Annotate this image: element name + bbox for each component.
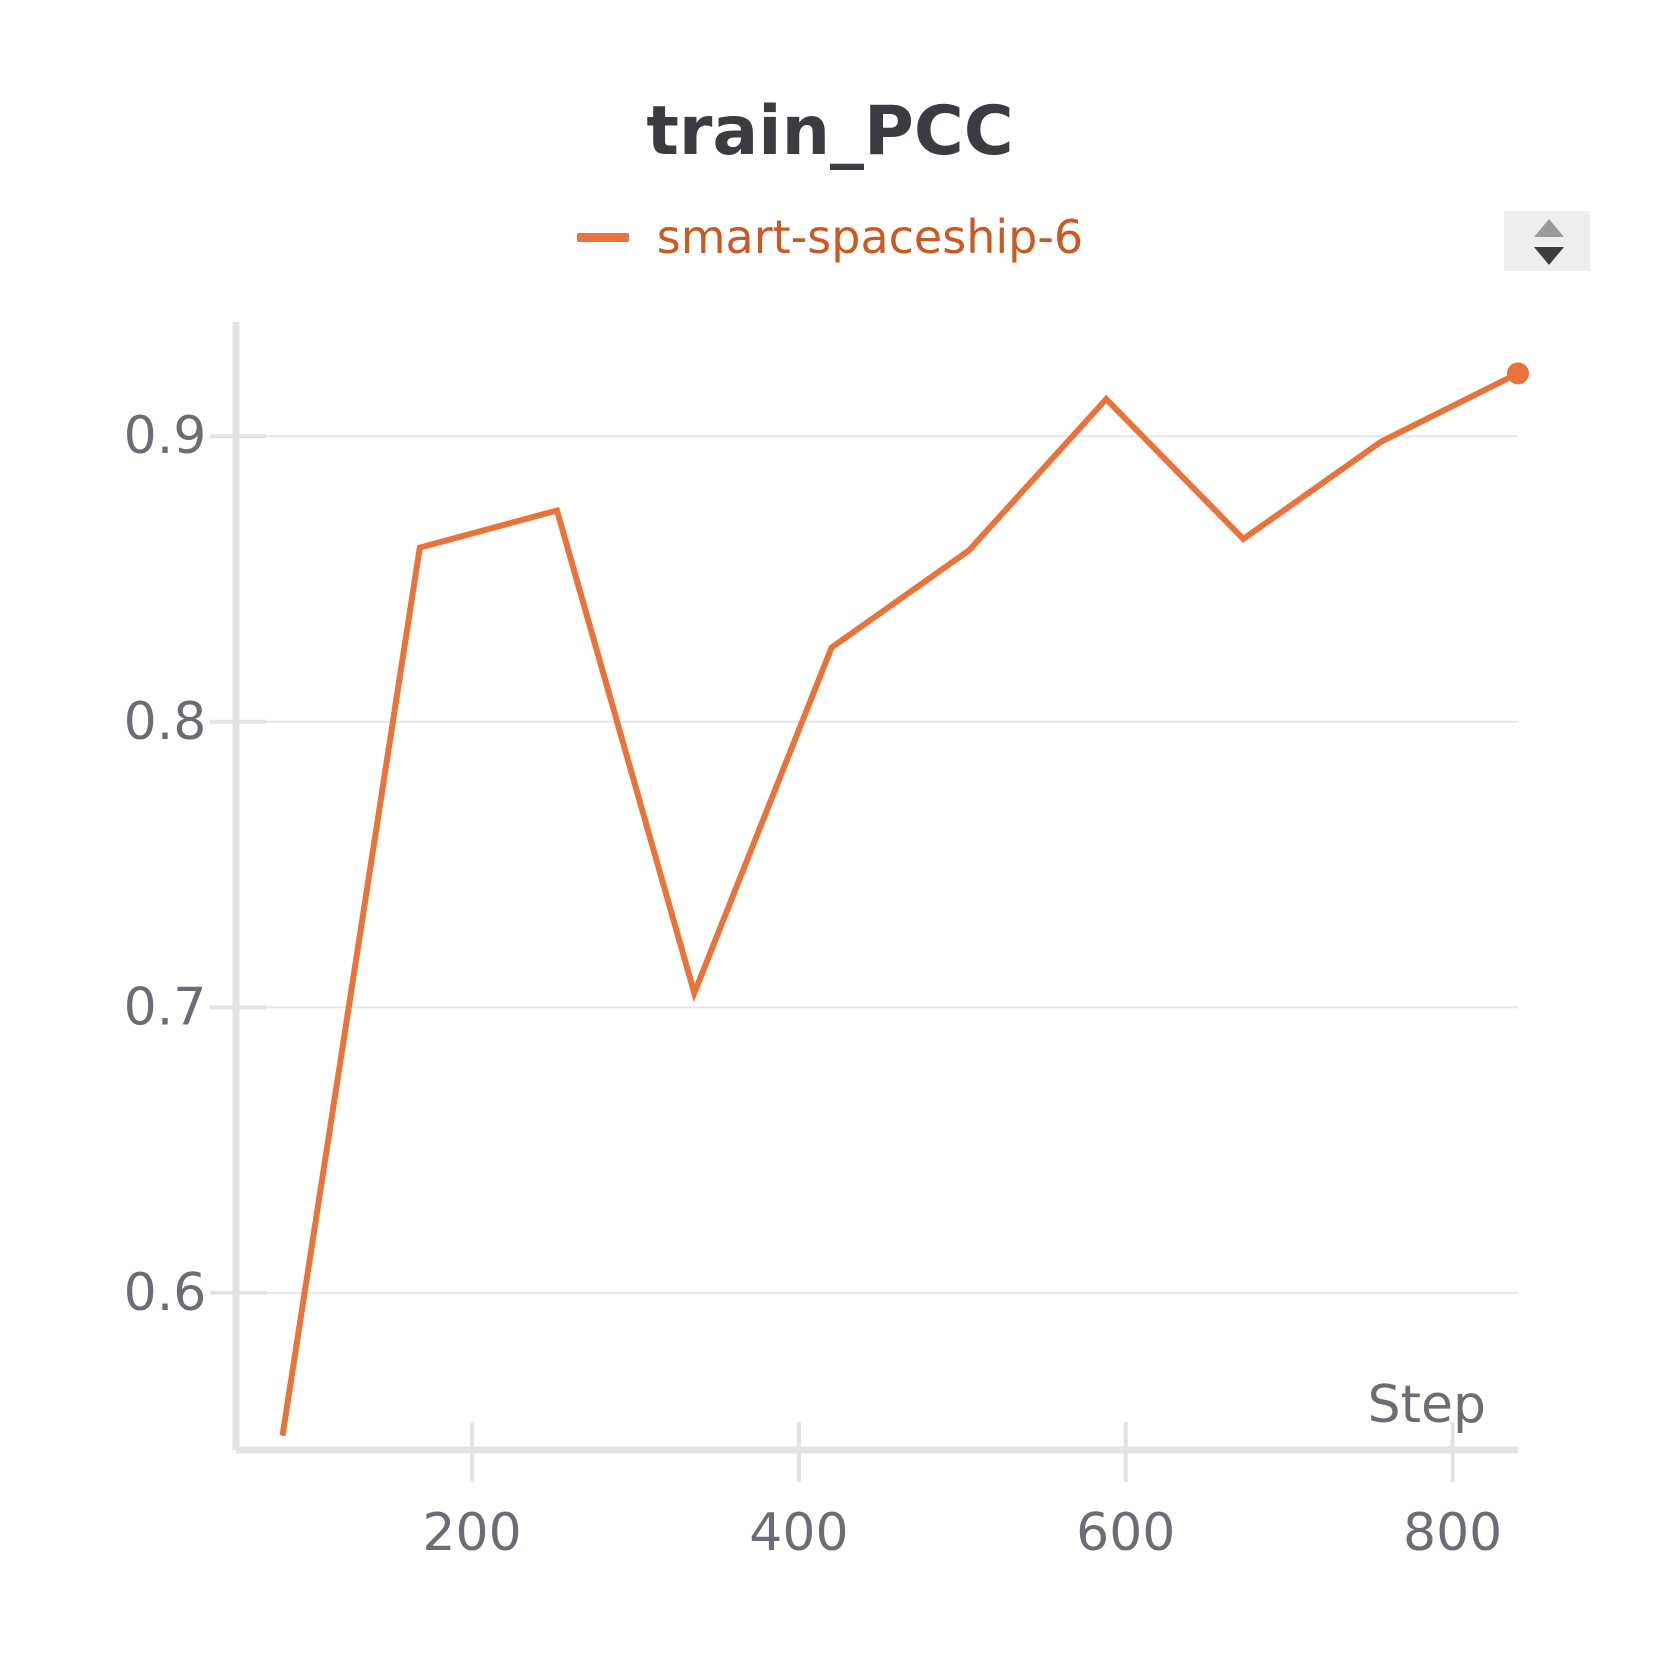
x-tick-label: 400 — [749, 1503, 848, 1563]
legend-scroll-button[interactable] — [1504, 211, 1590, 271]
scroll-up-icon[interactable] — [1534, 219, 1564, 237]
x-tick-label: 600 — [1076, 1503, 1175, 1563]
series-line — [279, 370, 1520, 1437]
x-tick-label: 800 — [1403, 1503, 1502, 1563]
legend-swatch — [576, 232, 629, 242]
x-axis-label: Step — [1368, 1375, 1486, 1435]
grid-lines — [240, 435, 1518, 1294]
legend-label: smart-spaceship-6 — [656, 210, 1084, 264]
legend: smart-spaceship-6 — [0, 210, 1660, 264]
series-layer — [279, 362, 1529, 1437]
y-tick-label: 0.9 — [124, 406, 207, 466]
y-tick-label: 0.6 — [124, 1263, 207, 1323]
scroll-down-icon[interactable] — [1534, 247, 1564, 265]
chart-title: train_PCC — [646, 92, 1014, 171]
y-tick-label: 0.8 — [124, 692, 207, 752]
x-tick-label: 200 — [422, 1503, 521, 1563]
series-end-point — [1507, 362, 1529, 385]
axes — [210, 322, 1518, 1482]
y-tick-label: 0.7 — [124, 977, 207, 1037]
tick-labels: 0.6 0.7 0.8 0.9 200 400 600 800 — [124, 406, 1503, 1563]
